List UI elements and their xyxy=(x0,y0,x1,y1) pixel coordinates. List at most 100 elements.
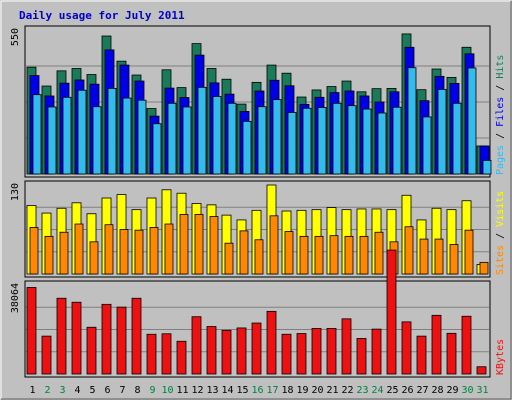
bar-sites-day-11 xyxy=(179,214,189,275)
bar-sites-day-30 xyxy=(464,229,474,275)
day-label-7: 7 xyxy=(119,385,125,396)
bar-pages-day-18 xyxy=(287,112,297,175)
bar-sites-day-10 xyxy=(164,223,174,275)
bar-kbytes-day-20 xyxy=(311,328,322,375)
bar-sites-day-23 xyxy=(359,235,369,275)
day-label-24: 24 xyxy=(371,385,383,396)
day-label-3: 3 xyxy=(59,385,65,396)
bar-pages-day-19 xyxy=(302,107,312,175)
day-label-19: 19 xyxy=(296,385,308,396)
side-labels-kbytes: KBytes xyxy=(495,339,506,375)
y-max-label: 130 xyxy=(10,183,21,201)
side-legend-kbytes: KBytes xyxy=(495,339,506,375)
bar-pages-day-27 xyxy=(422,116,432,175)
bar-kbytes-day-18 xyxy=(281,333,292,375)
bar-sites-day-24 xyxy=(374,231,384,275)
bar-kbytes-day-31 xyxy=(476,366,487,375)
bar-kbytes-day-8 xyxy=(131,297,142,375)
side-legend-separator: / xyxy=(495,227,506,245)
bar-pages-day-30 xyxy=(467,67,477,175)
bar-kbytes-day-12 xyxy=(191,316,202,375)
day-label-30: 30 xyxy=(461,385,473,396)
bar-kbytes-day-19 xyxy=(296,333,307,375)
day-label-26: 26 xyxy=(401,385,413,396)
bar-sites-day-13 xyxy=(209,216,219,275)
bar-pages-day-17 xyxy=(272,99,282,175)
day-label-13: 13 xyxy=(206,385,218,396)
bar-pages-day-11 xyxy=(182,106,192,175)
bar-kbytes-day-21 xyxy=(326,328,337,375)
bar-kbytes-day-2 xyxy=(41,335,52,375)
bar-kbytes-day-28 xyxy=(431,314,442,375)
bar-pages-day-3 xyxy=(62,96,72,175)
bar-kbytes-day-10 xyxy=(161,333,172,375)
bar-sites-day-9 xyxy=(149,227,159,275)
day-label-18: 18 xyxy=(281,385,293,396)
day-label-11: 11 xyxy=(176,385,188,396)
chart-title: Daily usage for July 2011 xyxy=(19,9,185,22)
day-label-4: 4 xyxy=(74,385,80,396)
day-label-16: 16 xyxy=(251,385,263,396)
bar-kbytes-day-25 xyxy=(386,249,397,375)
bar-kbytes-day-13 xyxy=(206,326,217,375)
bar-pages-day-20 xyxy=(317,107,327,175)
bar-sites-day-3 xyxy=(59,231,69,275)
bar-sites-day-4 xyxy=(74,223,84,275)
side-legend: Sites / Visits xyxy=(495,191,506,275)
bar-pages-day-2 xyxy=(47,106,57,175)
bar-pages-day-22 xyxy=(347,105,357,175)
bar-kbytes-day-11 xyxy=(176,340,187,375)
bar-sites-day-12 xyxy=(194,214,204,275)
day-label-28: 28 xyxy=(431,385,443,396)
bar-pages-day-29 xyxy=(452,102,462,175)
day-labels: 1 2 3 4 5 6 7 8 9 10 11 12 13 14 15 16 17 18 19 20 21 22 23 24 2… xyxy=(29,385,488,396)
bar-kbytes-day-22 xyxy=(341,318,352,375)
series-pages xyxy=(32,67,492,175)
side-labels-hits-files-pages: Pages / Files / Hits xyxy=(495,55,506,175)
bar-kbytes-day-3 xyxy=(56,297,67,375)
bar-sites-day-31 xyxy=(479,261,489,275)
side-legend-visits: Visits xyxy=(495,191,506,227)
bar-pages-day-13 xyxy=(212,96,222,175)
bar-pages-day-7 xyxy=(122,97,132,175)
side-legend-pages: Pages xyxy=(495,145,506,175)
side-legend: Pages / Files / Hits xyxy=(495,55,506,175)
bar-pages-day-9 xyxy=(152,123,162,175)
bar-kbytes-day-5 xyxy=(86,326,97,375)
bar-kbytes-day-23 xyxy=(356,338,367,375)
bar-sites-day-21 xyxy=(329,235,339,275)
bar-pages-day-24 xyxy=(377,112,387,175)
bar-kbytes-day-17 xyxy=(266,310,277,375)
bar-sites-day-14 xyxy=(224,242,234,275)
bar-kbytes-day-14 xyxy=(221,329,232,375)
bar-sites-day-22 xyxy=(344,235,354,275)
bar-pages-day-25 xyxy=(392,106,402,175)
bar-sites-day-7 xyxy=(119,229,129,275)
bar-kbytes-day-24 xyxy=(371,328,382,375)
bar-kbytes-day-1 xyxy=(26,287,37,375)
y-max-label: 550 xyxy=(10,28,21,46)
day-label-1: 1 xyxy=(29,385,35,396)
day-label-9: 9 xyxy=(149,385,155,396)
bar-kbytes-day-16 xyxy=(251,322,262,375)
bar-pages-day-16 xyxy=(257,106,267,175)
bar-kbytes-day-6 xyxy=(101,303,112,375)
y-max-label: 38064 xyxy=(10,283,21,313)
bar-sites-day-2 xyxy=(44,235,54,275)
day-label-8: 8 xyxy=(134,385,140,396)
bar-sites-day-18 xyxy=(284,231,294,275)
bar-pages-day-23 xyxy=(362,108,372,175)
bar-sites-day-19 xyxy=(299,235,309,275)
bar-pages-day-15 xyxy=(242,120,252,175)
bar-pages-day-21 xyxy=(332,102,342,175)
bar-kbytes-day-9 xyxy=(146,333,157,375)
side-legend-sites: Sites xyxy=(495,245,506,275)
bar-pages-day-12 xyxy=(197,86,207,175)
panel-hits-files-pages: 550 Pages / Files / Hits xyxy=(10,25,506,178)
day-label-25: 25 xyxy=(386,385,398,396)
side-labels-visits-sites: Sites / Visits xyxy=(495,191,506,275)
day-label-15: 15 xyxy=(236,385,248,396)
side-legend-separator: / xyxy=(495,127,506,145)
